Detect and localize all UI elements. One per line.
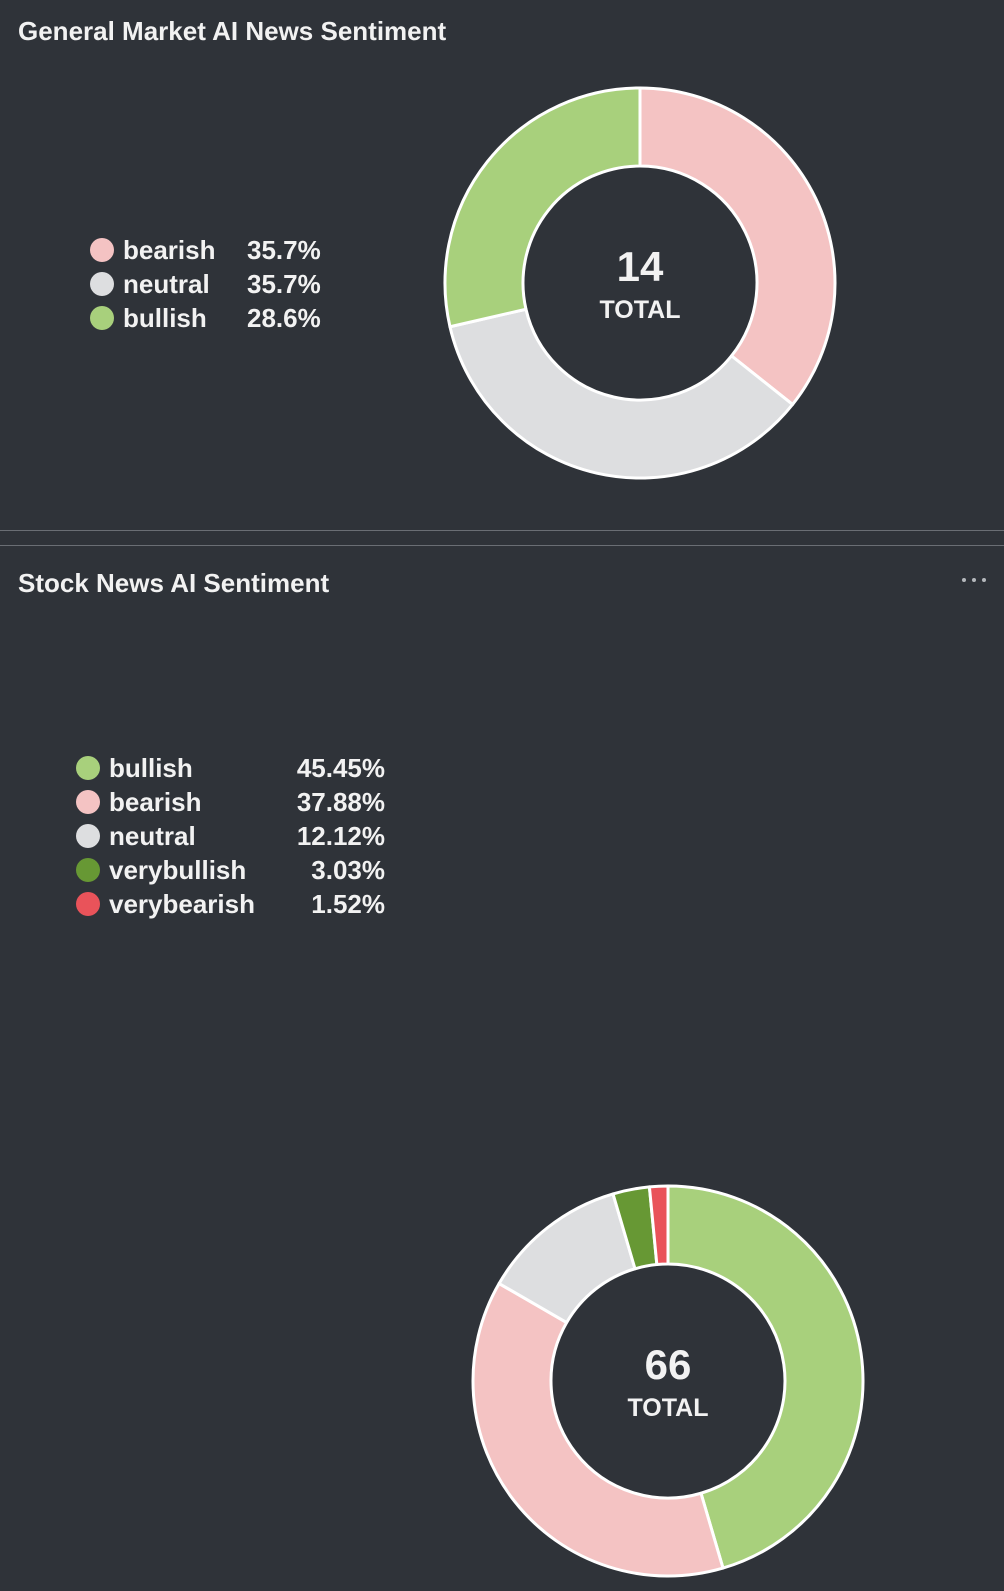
legend-swatch-bullish [76, 756, 100, 780]
legend-label: bullish [109, 752, 193, 783]
legend-item-bearish[interactable]: bearish 35.7% [90, 233, 357, 267]
stock-news-sentiment-panel: Stock News AI Sentiment bullish 45.45% b… [0, 546, 1004, 1578]
legend-item-verybearish[interactable]: verybearish 1.52% [76, 887, 385, 921]
legend-label: neutral [123, 268, 210, 299]
legend-swatch-bearish [90, 238, 114, 262]
legend-value: 35.7% [247, 234, 321, 265]
legend-item-bearish[interactable]: bearish 37.88% [76, 785, 385, 819]
general-market-sentiment-panel: General Market AI News Sentiment bearish… [0, 0, 1004, 530]
legend-label: bullish [123, 302, 207, 333]
legend-value: 12.12% [296, 820, 385, 851]
panel-divider [0, 530, 1004, 531]
legend-swatch-bearish [76, 790, 100, 814]
legend-item-verybullish[interactable]: verybullish 3.03% [76, 853, 385, 887]
total-label: TOTAL [599, 296, 680, 324]
panel-title: Stock News AI Sentiment [18, 568, 330, 598]
legend-value: 1.52% [311, 888, 385, 919]
total-count: 66 [645, 1341, 692, 1388]
legend-swatch-verybullish [76, 858, 100, 882]
donut-slice-bullish[interactable] [443, 86, 642, 329]
chart-legend: bullish 45.45% bearish 37.88% neutral 12… [76, 751, 385, 921]
legend-item-bullish[interactable]: bullish 45.45% [76, 751, 385, 785]
legend-value: 37.88% [296, 786, 385, 817]
legend-value: 28.6% [247, 302, 321, 333]
legend-label: verybearish [109, 888, 255, 919]
legend-item-bullish[interactable]: bullish 28.6% [90, 301, 357, 335]
legend-swatch-bullish [90, 306, 114, 330]
chart-legend: bearish 35.7% neutral 35.7% bullish 28.6… [90, 233, 357, 335]
legend-label: neutral [109, 820, 196, 851]
legend-label: bearish [123, 234, 216, 265]
donut-slice-neutral[interactable] [448, 307, 795, 480]
donut-chart: 66 TOTAL [471, 1184, 865, 1578]
legend-swatch-neutral [76, 824, 100, 848]
donut-slices [443, 86, 837, 480]
legend-value: 3.03% [311, 854, 385, 885]
legend-value: 35.7% [247, 268, 321, 299]
panel-title: General Market AI News Sentiment [18, 16, 447, 46]
legend-label: bearish [109, 786, 202, 817]
donut-slice-bearish[interactable] [471, 1282, 725, 1578]
legend-item-neutral[interactable]: neutral 35.7% [90, 267, 357, 301]
legend-item-neutral[interactable]: neutral 12.12% [76, 819, 385, 853]
legend-swatch-verybearish [76, 892, 100, 916]
panel-divider [0, 545, 1004, 546]
total-label: TOTAL [627, 1394, 708, 1422]
donut-chart: 14 TOTAL [443, 86, 837, 480]
more-options-icon[interactable] [960, 576, 988, 584]
legend-label: verybullish [109, 854, 247, 885]
legend-swatch-neutral [90, 272, 114, 296]
donut-slice-bearish[interactable] [638, 86, 837, 406]
legend-value: 45.45% [296, 752, 385, 783]
total-count: 14 [617, 243, 664, 290]
